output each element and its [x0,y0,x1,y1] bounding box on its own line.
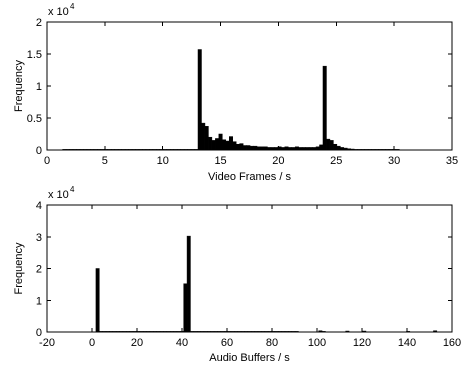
histogram-bar [225,140,230,151]
y-tick-label: 1 [36,81,42,93]
histogram-bar [201,122,206,151]
histogram-bar [239,143,244,151]
y-tick-label: 2 [36,17,42,29]
y-axis-label: Frequency [13,60,25,112]
y-tick-label: 2 [36,264,42,276]
histogram-bar [322,65,327,151]
x-tick-label: 20 [272,155,284,167]
plot-area [47,22,452,150]
y-tick-label: 4 [36,200,42,212]
x-tick-label: 20 [131,337,143,349]
x-tick-label: 5 [102,155,108,167]
plot-area [47,205,452,332]
histogram-bar [232,141,237,151]
histogram-bar [186,235,191,333]
histogram-bar [204,126,209,151]
histogram-bar [208,136,213,151]
y-tick-label: 0 [36,145,42,157]
y-exponent-base: x 10 [48,6,69,18]
histogram-bar [222,139,227,151]
histogram-bar [215,138,220,151]
histogram-bar [329,140,334,151]
histogram-bar [326,138,331,151]
x-tick-label: 10 [157,155,169,167]
y-exponent-base: x 10 [48,189,69,201]
histogram-bar [183,283,188,333]
tick-marks [46,21,453,151]
x-tick-label: 80 [266,337,278,349]
histogram-bar [235,143,240,151]
histogram-bar [249,145,254,151]
x-axis-label: Audio Buffers / s [209,352,290,364]
x-tick-label: 40 [176,337,188,349]
histogram-bar [242,145,247,151]
video-frames-histogram: 0 5 10 15 20 25 30 35 0 0.5 1 1.5 2 Frequency Video … [13,2,458,183]
tick-labels: 0 5 10 15 20 25 30 35 0 0.5 1 1.5 2 [27,17,458,167]
x-tick-label: 30 [388,155,400,167]
histogram-bar [253,145,258,151]
histogram-bar [197,49,202,151]
x-tick-label: 35 [446,155,458,167]
x-axis-label: Video Frames / s [208,171,291,183]
y-exponent-power: 4 [70,2,75,11]
x-tick-label: 140 [398,337,416,349]
x-tick-label: 100 [308,337,326,349]
y-tick-label: 0 [36,327,42,339]
histogram-bar [246,145,251,151]
histogram-bar [95,268,100,333]
y-tick-label: 1 [36,295,42,307]
histogram-bar [211,140,216,151]
x-tick-label: 0 [44,155,50,167]
y-tick-label: 0.5 [27,113,42,125]
x-tick-label: 25 [330,155,342,167]
x-tick-label: -20 [39,337,55,349]
y-tick-label: 3 [36,232,42,244]
y-exponent-power: 4 [70,185,75,194]
y-axis-label: Frequency [13,242,25,294]
x-tick-label: 0 [89,337,95,349]
x-tick-label: 120 [353,337,371,349]
histogram-bar [336,145,341,151]
y-tick-label: 1.5 [27,49,42,61]
x-tick-label: 60 [221,337,233,349]
tick-marks [46,204,453,333]
x-tick-label: 160 [443,337,461,349]
histogram-bar [229,136,233,151]
x-tick-label: 15 [214,155,226,167]
histogram-bar [319,144,324,151]
